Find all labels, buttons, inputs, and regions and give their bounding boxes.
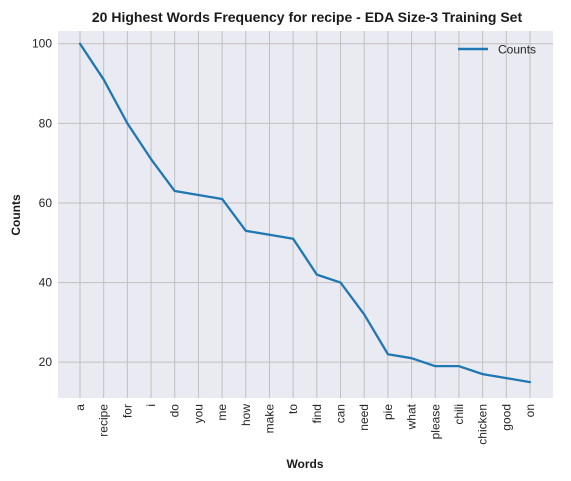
x-tick-label: for bbox=[120, 404, 134, 418]
x-tick-label: pie bbox=[381, 404, 395, 420]
x-axis-label: Words bbox=[286, 457, 323, 471]
x-tick-label: how bbox=[239, 404, 253, 426]
y-axis-label: Counts bbox=[9, 194, 23, 236]
x-tick-label: do bbox=[168, 404, 182, 418]
x-tick-label: need bbox=[357, 404, 371, 431]
x-tick-label: please bbox=[428, 404, 442, 440]
plot-area bbox=[58, 31, 553, 398]
x-tick-label: chicken bbox=[476, 404, 490, 445]
y-axis-ticks: 20 40 60 80 100 bbox=[32, 37, 52, 369]
x-tick-label: make bbox=[262, 404, 276, 434]
legend-label: Counts bbox=[498, 43, 536, 57]
series-layer bbox=[78, 42, 532, 384]
x-tick-label: me bbox=[215, 404, 229, 421]
x-tick-label: can bbox=[334, 404, 348, 423]
x-tick-label: what bbox=[405, 403, 419, 430]
legend: Counts bbox=[458, 43, 536, 57]
series-line-counts bbox=[78, 42, 532, 384]
x-tick-label: i bbox=[144, 404, 158, 407]
x-tick-label: find bbox=[310, 404, 324, 423]
chart-title: 20 Highest Words Frequency for recipe - … bbox=[92, 9, 523, 25]
x-tick-label: good bbox=[499, 404, 513, 431]
x-tick-label: a bbox=[73, 404, 87, 411]
y-tick-label: 100 bbox=[32, 37, 52, 51]
y-tick-label: 60 bbox=[39, 196, 53, 210]
x-axis-ticks: a recipe for i do you me how make to find can need pi… bbox=[73, 403, 537, 444]
x-tick-label: on bbox=[523, 404, 537, 417]
x-tick-label: you bbox=[191, 404, 205, 423]
y-tick-label: 40 bbox=[39, 276, 53, 290]
y-tick-label: 80 bbox=[39, 116, 53, 130]
x-tick-label: chili bbox=[452, 404, 466, 425]
x-tick-label: recipe bbox=[97, 404, 111, 437]
y-tick-label: 20 bbox=[39, 355, 53, 369]
grid bbox=[58, 31, 553, 398]
x-tick-label: to bbox=[286, 404, 300, 414]
